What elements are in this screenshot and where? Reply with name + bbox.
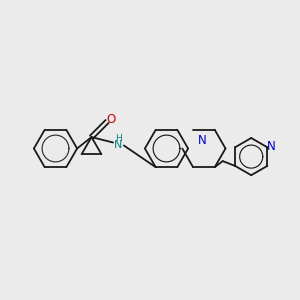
Text: N: N [114, 140, 123, 151]
Text: H: H [115, 134, 122, 143]
Text: N: N [266, 140, 275, 153]
Text: O: O [106, 112, 116, 126]
Text: N: N [198, 134, 207, 148]
